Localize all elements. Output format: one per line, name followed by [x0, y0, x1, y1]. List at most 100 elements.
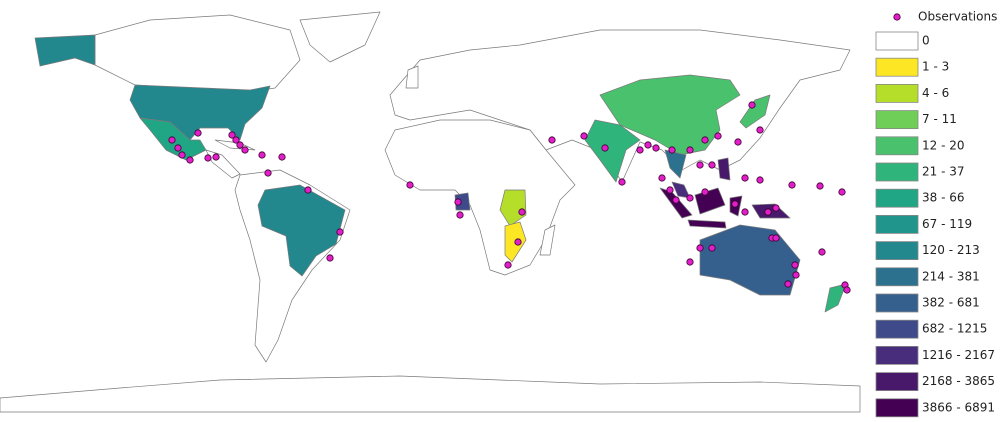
legend-label: 7 - 11 — [922, 112, 957, 126]
north-america — [94, 14, 301, 93]
observation-point — [514, 238, 522, 246]
thailand — [664, 149, 687, 179]
legend-swatch — [875, 57, 919, 77]
observation-point — [644, 141, 652, 149]
observation-point — [748, 101, 756, 109]
africa — [384, 119, 576, 276]
legend-label: 4 - 6 — [922, 86, 949, 100]
antarctica — [0, 375, 861, 413]
japan — [739, 94, 771, 129]
legend-swatch — [875, 267, 919, 287]
legend-label: 120 - 213 — [922, 243, 980, 257]
kenya-tanzania — [499, 189, 527, 227]
observation-point — [714, 132, 722, 140]
observation-point — [232, 136, 240, 144]
legend-swatch — [875, 110, 919, 129]
observation-point — [236, 141, 244, 149]
observation-point — [326, 254, 334, 262]
observation-point — [454, 198, 462, 206]
legend-label: 3866 - 6891 — [922, 400, 995, 414]
observation-point — [580, 132, 588, 140]
observation-point — [843, 286, 851, 294]
legend: Observations 0 1 - 3 4 - 6 7 - 11 12 - 20 21 -… — [875, 10, 997, 418]
observation-point — [168, 136, 176, 144]
observation-point — [816, 182, 824, 190]
observation-point — [518, 208, 526, 216]
observation-point — [194, 129, 202, 137]
legend-swatch — [875, 398, 919, 418]
observation-point — [686, 194, 694, 202]
observation-point — [791, 261, 799, 269]
observation-point — [756, 126, 764, 134]
legend-label: 214 - 381 — [922, 269, 980, 283]
observation-point — [686, 146, 694, 154]
legend-swatch — [875, 188, 919, 208]
observation-point — [696, 161, 704, 169]
madagascar — [539, 224, 556, 256]
observation-point — [618, 178, 626, 186]
legend-swatch — [875, 31, 919, 51]
legend-swatch — [875, 136, 919, 156]
observation-point — [304, 186, 312, 194]
observation-point — [548, 136, 556, 144]
observation-point — [788, 181, 796, 189]
legend-label: 382 - 681 — [922, 296, 980, 310]
observation-point — [278, 153, 286, 161]
observation-point — [456, 211, 464, 219]
observation-point — [336, 228, 344, 236]
observation-point — [658, 174, 666, 182]
alaska — [34, 34, 96, 67]
observation-point — [772, 234, 780, 242]
legend-label: 12 - 20 — [922, 138, 965, 152]
observation-point — [601, 144, 609, 152]
legend-label: 682 - 1215 — [922, 322, 987, 336]
observation-point — [228, 131, 236, 139]
india — [584, 119, 641, 183]
legend-swatch — [875, 214, 919, 234]
observation-point — [241, 146, 249, 154]
observation-point — [686, 258, 694, 266]
gabon — [454, 192, 471, 211]
observation-point — [186, 156, 194, 164]
observation-point — [212, 153, 220, 161]
observation-point — [504, 261, 512, 269]
observation-point — [731, 200, 739, 208]
observation-point — [672, 196, 680, 204]
legend-label: 67 - 119 — [922, 217, 972, 231]
new-zealand — [824, 283, 847, 313]
observation-point — [636, 146, 644, 154]
observation-point — [668, 146, 676, 154]
legend-label: 21 - 37 — [922, 165, 965, 179]
legend-label: 2168 - 3865 — [922, 374, 995, 388]
observation-point — [764, 208, 772, 216]
legend-swatch — [875, 162, 919, 182]
countries — [0, 11, 861, 413]
observation-point — [701, 136, 709, 144]
legend-label: Observations — [918, 10, 997, 24]
observation-point — [264, 169, 272, 177]
observation-point — [784, 280, 792, 288]
observation-point — [708, 161, 716, 169]
observation-point — [696, 244, 704, 252]
observation-point — [708, 244, 716, 252]
legend-swatch — [875, 241, 919, 261]
observation-point — [204, 154, 212, 162]
indonesia-java — [687, 219, 727, 229]
observation-point — [756, 176, 764, 184]
legend-swatch — [875, 345, 919, 365]
philippines — [717, 157, 731, 181]
observation-point — [701, 188, 709, 196]
observation-point — [178, 151, 186, 159]
observation-point — [741, 174, 749, 182]
legend-label: 38 - 66 — [922, 191, 965, 205]
legend-swatch — [875, 319, 919, 339]
observation-point — [818, 248, 826, 256]
legend-swatch — [875, 293, 919, 313]
australia — [699, 224, 801, 296]
observation-point — [652, 144, 660, 152]
legend-swatch — [875, 372, 919, 392]
observation-point — [772, 204, 780, 212]
legend-swatch — [875, 84, 919, 103]
observation-point — [258, 151, 266, 159]
